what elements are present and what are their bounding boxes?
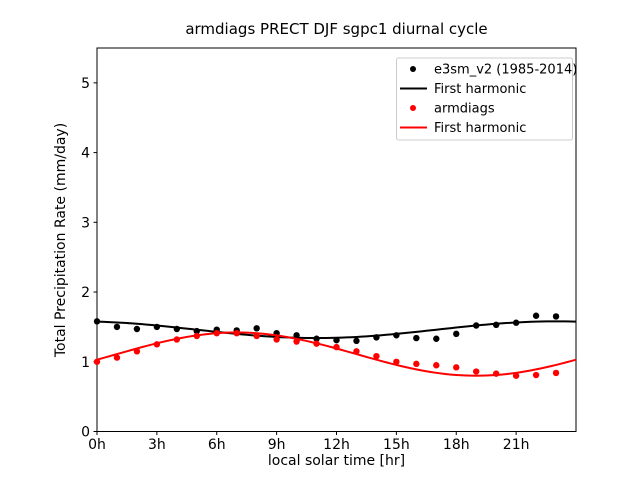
data-point-series-0 [532,312,540,319]
y-tick-label: 4 [81,146,90,162]
data-point-series-2 [413,360,420,368]
legend-marker-dot [410,105,416,111]
data-point-series-0 [433,335,440,342]
chart-title: armdiags PRECT DJF sgpc1 diurnal cycle [185,20,487,38]
data-point-series-2 [532,371,540,379]
legend-label: First harmonic [434,82,526,97]
y-axis-label: Total Precipitation Rate (mm/day) [53,123,69,358]
data-point-series-2 [433,362,440,369]
harmonic-line-3 [96,331,577,377]
x-tick-label: 6h [208,437,226,453]
y-tick-label: 3 [81,215,90,231]
data-point-series-0 [133,325,141,333]
data-point-series-0 [353,337,360,345]
x-tick-label: 9h [268,437,286,453]
data-point-series-2 [273,336,280,343]
data-point-series-2 [373,352,380,360]
data-point-series-2 [253,332,260,340]
data-point-series-2 [473,368,480,375]
legend: e3sm_v2 (1985-2014) First harmonic armdiag… [396,57,577,141]
legend-marker-dot [410,66,416,72]
y-tick-label: 0 [81,425,90,441]
harmonic-line-1 [96,320,577,340]
data-point-series-2 [113,354,121,361]
data-point-series-0 [552,313,560,320]
data-point-series-2 [512,372,520,379]
data-point-series-2 [552,369,560,377]
data-point-series-0 [93,318,101,325]
y-tick-label: 1 [81,355,90,371]
data-point-series-0 [453,330,460,338]
y-tick-label: 5 [81,76,90,92]
legend-label: armdiags [434,102,495,117]
data-point-series-2 [453,364,460,371]
legend-box [396,57,573,141]
data-point-series-0 [113,323,121,331]
x-tick-label: 15h [383,437,410,453]
data-point-series-0 [413,334,420,342]
plot-area: 0h 3h 6h 9h 12h 15h 18h 21h 0 1 2 3 4 5 [81,47,577,453]
x-tick-label: 21h [503,437,530,453]
x-tick-label: 3h [148,437,166,453]
data-point-series-0 [253,325,260,332]
legend-label: e3sm_v2 (1985-2014) [434,63,577,78]
x-tick-label: 12h [323,437,350,453]
x-axis-label: local solar time [hr] [268,453,405,469]
x-tick-label: 0h [88,437,106,453]
y-tick-label: 2 [81,285,90,301]
x-tick-label: 18h [443,437,470,453]
legend-label: First harmonic [434,121,526,136]
data-point-series-2 [393,358,400,365]
